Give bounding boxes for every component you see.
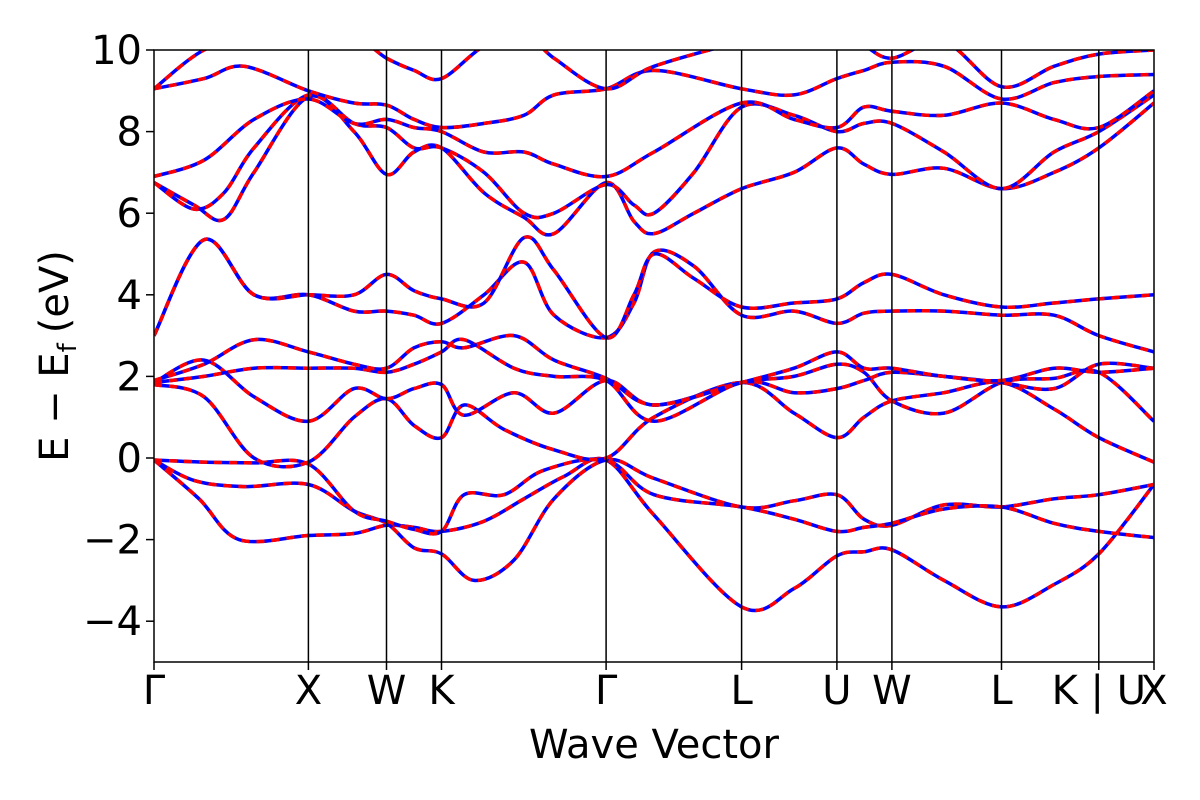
band-dashed-3 <box>154 457 1154 540</box>
x-tick-label: Γ <box>143 668 166 714</box>
x-tick-label: L <box>730 668 753 714</box>
band-lines <box>154 50 1154 613</box>
y-axis-label-subscript: f <box>53 342 83 352</box>
band-solid-12 <box>154 89 1154 179</box>
band-solid-2 <box>154 457 1154 583</box>
band-solid-3 <box>154 457 1154 540</box>
x-tick-label: U <box>822 668 851 714</box>
band-dashed-11 <box>154 92 1154 220</box>
y-axis-label-main: E − E <box>32 352 78 462</box>
band-dashed-5 <box>154 358 1154 424</box>
x-tick-label: L <box>990 668 1013 714</box>
y-axis-label: E − Ef (eV) <box>32 250 83 462</box>
x-tick-label: K <box>428 668 456 714</box>
y-axis-label-unit: (eV) <box>32 250 78 333</box>
y-tick-label: 0 <box>117 436 142 482</box>
band-solid-11 <box>154 92 1154 220</box>
band-dashed-13 <box>154 59 1154 130</box>
band-dashed-1 <box>154 456 1154 613</box>
y-tick-label: 4 <box>117 273 142 319</box>
x-tick-label: Γ <box>595 668 618 714</box>
y-tick-label: 8 <box>117 110 142 156</box>
x-tick-label: X <box>1140 668 1167 714</box>
y-axis-ticks: −4 −2 0 2 4 6 8 10 <box>83 28 154 645</box>
band-dashed-12 <box>154 89 1154 179</box>
y-tick-label: 6 <box>117 191 142 237</box>
band-dashed-9 <box>154 235 1154 340</box>
y-tick-label: 10 <box>91 28 142 74</box>
y-tick-label: 2 <box>117 354 142 400</box>
high-symmetry-lines <box>307 50 1100 662</box>
x-tick-label: X <box>295 668 322 714</box>
y-tick-label: −4 <box>83 599 142 645</box>
band-dashed-14 <box>154 50 1154 91</box>
band-dashed-8 <box>154 237 1154 354</box>
y-tick-label: −2 <box>83 518 142 564</box>
band-solid-14 <box>154 50 1154 91</box>
x-tick-label: W <box>872 668 912 714</box>
x-tick-label: K | U <box>1052 668 1146 714</box>
band-solid-7 <box>154 333 1154 407</box>
band-solid-4 <box>154 380 1154 469</box>
band-dashed-4 <box>154 380 1154 469</box>
x-axis-label: Wave Vector <box>529 722 780 768</box>
band-dashed-7 <box>154 333 1154 407</box>
x-tick-label: W <box>367 668 407 714</box>
plot-frame <box>153 49 1155 663</box>
